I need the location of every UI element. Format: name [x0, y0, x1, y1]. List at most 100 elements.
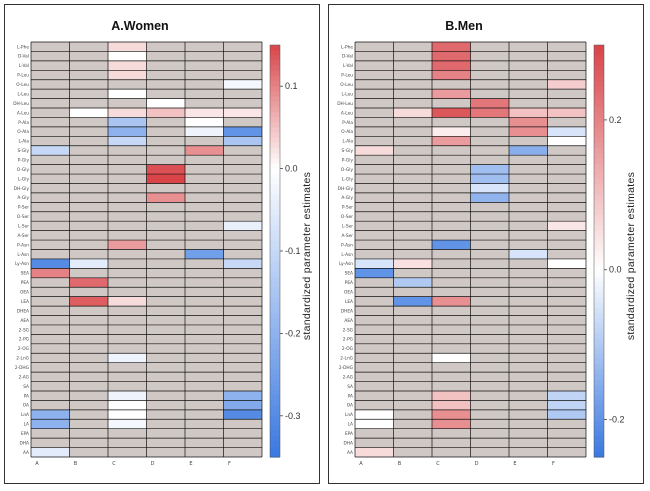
- row-label: L-Gly: [342, 176, 354, 182]
- row-label: D-Val: [18, 54, 29, 60]
- heatmap-cell: [547, 136, 586, 146]
- colorbar-segment: [270, 127, 280, 134]
- heatmap-cells: [30, 41, 263, 458]
- heatmap-cell: [146, 192, 185, 203]
- colorbar-segment: [270, 271, 280, 278]
- colorbar-segment: [594, 369, 604, 376]
- colorbar-segment: [270, 390, 280, 396]
- heatmap-cell: [223, 126, 262, 137]
- heatmap-cell: [108, 126, 147, 137]
- heatmap-cell: [108, 70, 147, 80]
- heatmap-cell: [146, 108, 185, 118]
- heatmap-cell: [108, 60, 147, 71]
- colorbar-segment: [270, 199, 280, 206]
- row-label: OEA: [344, 290, 353, 296]
- colorbar-segment: [270, 148, 280, 154]
- column-label: C: [436, 461, 440, 467]
- colorbar-segment: [594, 153, 604, 159]
- row-label: AEA: [20, 318, 29, 324]
- colorbar-segment: [270, 446, 280, 453]
- colorbar-segment: [270, 173, 280, 180]
- heatmap-cell: [393, 296, 432, 307]
- row-label: 2-OG: [342, 346, 353, 352]
- row-label: 2-LnG: [340, 356, 353, 362]
- colorbar-segment: [270, 281, 280, 288]
- heatmap-cell: [470, 108, 509, 118]
- heatmap-cell: [69, 258, 108, 269]
- row-label: P-Asn: [17, 242, 29, 248]
- heatmap-cell: [69, 108, 108, 118]
- colorbar-segment: [594, 245, 604, 252]
- colorbar-segment: [594, 225, 604, 231]
- heatmap-cell: [108, 89, 147, 99]
- heatmap-cell: [223, 409, 262, 420]
- heatmap-cell: [185, 145, 224, 156]
- colorbar-segment: [594, 354, 604, 360]
- colorbar-segment: [270, 214, 280, 221]
- heatmap-cell: [432, 400, 471, 410]
- row-labels: L-Phe D-Val L-Val P-Leu O-Leu L-Leu DH-Leu A-Le…: [13, 44, 29, 456]
- colorbar-segment: [594, 132, 604, 139]
- colorbar-segment: [594, 276, 604, 283]
- row-label: P-Ala: [18, 120, 29, 126]
- colorbar-label: standardized parameter estimates: [301, 172, 313, 340]
- colorbar-segment: [594, 45, 604, 51]
- heatmap-cell: [470, 183, 509, 193]
- colorbar-tick-label: -0.3: [285, 411, 301, 421]
- colorbar-segment: [270, 261, 280, 268]
- row-label: O-Ser: [17, 214, 29, 220]
- colorbar-segment: [594, 256, 604, 262]
- heatmap-cell: [547, 221, 586, 231]
- heatmap-cell: [355, 145, 394, 156]
- heatmap-cell: [432, 409, 471, 420]
- colorbar-segment: [270, 405, 280, 412]
- row-label: PEA: [345, 280, 353, 286]
- colorbar-segment: [594, 307, 604, 314]
- colorbar-segment: [594, 266, 604, 273]
- colorbar-segment: [594, 91, 604, 98]
- colorbar-tick-label: -0.1: [285, 246, 301, 256]
- colorbar-segment: [270, 235, 280, 242]
- colorbar-frame: [593, 44, 605, 458]
- column-label: E: [513, 461, 516, 467]
- heatmap-cell: [393, 108, 432, 118]
- colorbar-segment: [270, 189, 280, 195]
- colorbar-segment: [594, 451, 604, 458]
- column-labels: A B C D E F: [35, 461, 231, 467]
- colorbar-segment: [270, 359, 280, 365]
- row-label: 2-PG: [343, 337, 353, 343]
- colorbar-segment: [594, 65, 604, 72]
- row-label: A-Ser: [341, 233, 353, 239]
- colorbar-segment: [270, 230, 280, 237]
- row-label: L-Asn: [341, 252, 353, 258]
- colorbar-segment: [270, 400, 280, 407]
- colorbar: 0.1 0.0 -0.1 -0.2 -0.3: [269, 44, 301, 458]
- colorbar: 0.2 0.0 -0.2: [593, 44, 625, 458]
- colorbar-segment: [594, 297, 604, 304]
- heatmap-cell: [108, 409, 147, 420]
- row-label: L-Val: [343, 63, 353, 69]
- row-label: PEA: [21, 280, 29, 286]
- colorbar-segment: [270, 317, 280, 324]
- heatmap-cell: [108, 400, 147, 410]
- row-label: 2-SG: [19, 327, 29, 333]
- colorbar-segment: [594, 436, 604, 443]
- heatmap-cell: [31, 145, 70, 156]
- colorbar-segment: [594, 86, 604, 92]
- colorbar-segment: [594, 441, 604, 448]
- colorbar-segment: [594, 230, 604, 237]
- colorbar-segment: [270, 158, 280, 165]
- colorbar-segment: [270, 86, 280, 92]
- row-label: A-Gly: [17, 195, 29, 201]
- heatmap-cell: [355, 268, 394, 278]
- heatmap-cell: [432, 42, 471, 52]
- colorbar-segment: [594, 158, 604, 165]
- row-label: LnA: [345, 412, 353, 418]
- row-label: L-Val: [19, 63, 29, 69]
- heatmap-cell: [432, 60, 471, 71]
- column-label: D: [151, 461, 155, 467]
- row-label: O-Leu: [16, 82, 29, 88]
- heatmap-cell: [432, 390, 471, 401]
- colorbar-segment: [594, 199, 604, 206]
- heatmap-cell: [185, 117, 224, 127]
